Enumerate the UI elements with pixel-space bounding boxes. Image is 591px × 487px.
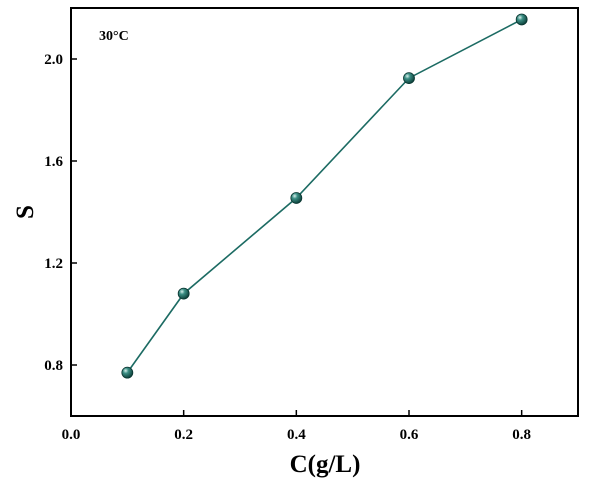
x-tick-label: 0.8 xyxy=(512,427,531,443)
x-axis-title: C(g/L) xyxy=(290,451,361,478)
y-tick-label: 0.8 xyxy=(44,358,63,374)
x-tick-label: 0.0 xyxy=(62,427,81,443)
data-point xyxy=(121,366,134,379)
y-axis: 0.8 1.2 1.6 2.0 xyxy=(44,52,77,374)
data-point xyxy=(177,287,190,300)
y-tick-label: 1.6 xyxy=(44,154,63,170)
data-point xyxy=(403,72,415,85)
plot-area-frame xyxy=(70,7,579,417)
x-tick-label: 0.4 xyxy=(287,427,306,443)
y-axis-title: S xyxy=(12,205,39,219)
y-tick-label: 2.0 xyxy=(44,52,63,68)
data-point xyxy=(515,13,528,26)
x-tick-label: 0.6 xyxy=(400,427,419,443)
x-tick-label: 0.2 xyxy=(174,427,193,443)
series-layer xyxy=(121,13,528,379)
y-tick-label: 1.2 xyxy=(44,256,63,272)
data-point xyxy=(290,192,303,204)
series-line xyxy=(126,18,523,374)
temperature-annotation: 30°C xyxy=(99,29,129,44)
x-axis: 0.0 0.2 0.4 0.6 0.8 xyxy=(62,410,531,443)
